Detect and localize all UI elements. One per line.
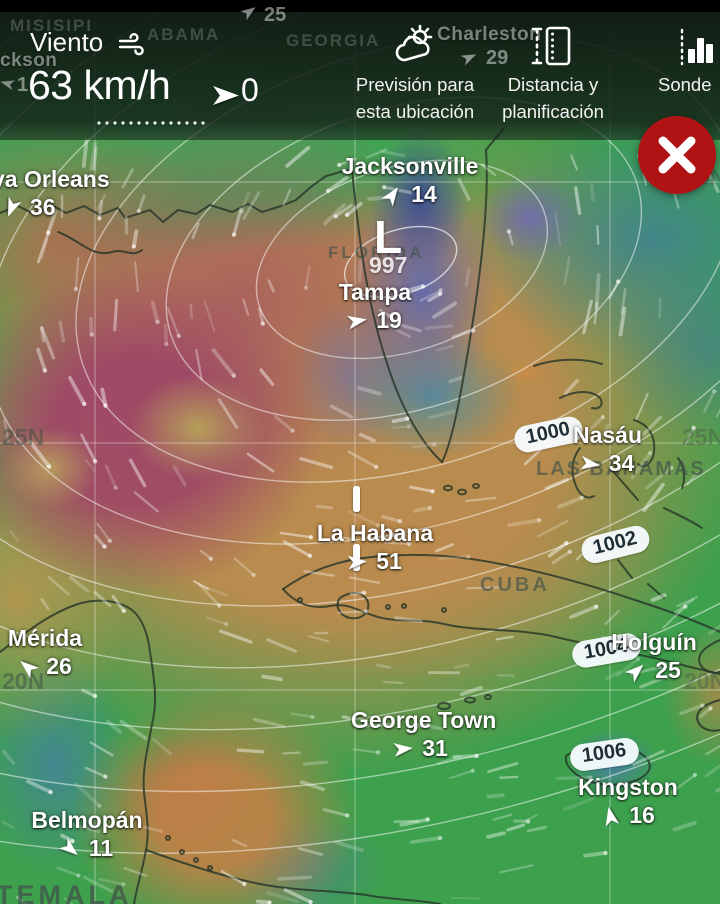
wind-direction-arrow-icon xyxy=(382,183,404,207)
wind-direction-arrow-icon xyxy=(602,805,620,826)
grid-label-25n-right: 25N xyxy=(682,424,720,451)
weather-app: 30N 25N 25N 20N 20N FLORIDA LAS BAHAMAS … xyxy=(0,0,720,904)
city-label-belmopan[interactable]: Belmopán 11 xyxy=(17,807,157,862)
layer-name[interactable]: Viento xyxy=(30,27,103,58)
sun-cloud-icon xyxy=(393,22,439,68)
city-label-kingston[interactable]: Kingston 16 xyxy=(558,774,698,829)
region-label-guatemala: TEMALA xyxy=(0,880,132,904)
menu-distance-planning[interactable]: Distancia y planificación xyxy=(478,72,628,126)
grid-label-25n-left: 25N xyxy=(2,424,44,451)
wind-direction-arrow-icon xyxy=(347,312,368,329)
wind-direction-arrow-icon xyxy=(213,86,239,105)
wind-direction-arrow-icon xyxy=(16,655,40,678)
ghost-wind-value: 29 xyxy=(486,47,508,70)
city-wind-value: 36 xyxy=(30,194,56,221)
status-bar xyxy=(0,0,720,12)
city-name: Nasáu xyxy=(540,422,675,449)
city-name: Belmopán xyxy=(17,807,157,834)
city-label-tampa[interactable]: Tampa 19 xyxy=(305,279,445,334)
ghost-wind-arrow-icon xyxy=(0,76,15,90)
city-label-merida[interactable]: Mérida 26 xyxy=(0,625,105,680)
wind-direction-arrow-icon xyxy=(59,837,83,860)
city-wind-value: 14 xyxy=(411,181,437,208)
ghost-region-alabama: ABAMA xyxy=(147,25,220,45)
city-wind-value: 34 xyxy=(609,450,635,477)
city-wind-value: 11 xyxy=(89,835,113,862)
city-label-new-orleans[interactable]: va Orleans 36 xyxy=(0,166,142,221)
wind-direction-arrow-icon xyxy=(348,554,368,569)
location-picker-pin-top[interactable] xyxy=(353,486,360,512)
city-wind-value: 26 xyxy=(46,653,72,680)
ruler-screen-icon xyxy=(529,23,575,69)
wind-direction-arrow-icon xyxy=(1,196,21,219)
city-wind-value: 31 xyxy=(422,735,448,762)
city-label-la-habana[interactable]: La Habana 51 xyxy=(300,520,450,575)
city-name: va Orleans xyxy=(0,166,142,193)
wind-direction-arrow-icon xyxy=(625,659,648,682)
wind-direction-value: 0 xyxy=(241,72,259,109)
region-label-cuba: CUBA xyxy=(480,574,550,597)
menu-forecast-location[interactable]: Previsión para esta ubicación xyxy=(340,72,490,126)
city-wind-value: 16 xyxy=(629,802,655,829)
wind-direction-arrow-icon xyxy=(580,455,601,472)
close-button[interactable] xyxy=(637,115,717,195)
wind-icon xyxy=(118,32,146,56)
city-name: Tampa xyxy=(305,279,445,306)
ghost-wind-value: 25 xyxy=(264,4,286,27)
ghost-city-charleston: Charleston xyxy=(437,24,541,46)
city-name: Mérida xyxy=(0,625,105,652)
city-label-jacksonville[interactable]: Jacksonville 14 xyxy=(340,153,480,208)
city-name: George Town xyxy=(351,707,491,734)
city-label-george-town[interactable]: George Town 31 xyxy=(351,707,491,762)
detail-header-panel: MISISIPI ABAMA GEORGIA ckson 1 25 Charle… xyxy=(0,12,720,140)
ghost-region-georgia: GEORGIA xyxy=(286,31,380,51)
city-label-holguin[interactable]: Holguín 25 xyxy=(584,629,720,684)
city-name: Kingston xyxy=(558,774,698,801)
city-wind-value: 25 xyxy=(655,657,681,684)
ghost-wind-value: 1 xyxy=(17,74,28,97)
menu-sounding[interactable]: Sonde xyxy=(658,72,720,99)
city-wind-value: 19 xyxy=(376,307,402,334)
dotted-underline xyxy=(95,120,207,126)
city-name: Holguín xyxy=(584,629,720,656)
wind-speed-value[interactable]: 63 km/h xyxy=(28,62,170,109)
city-wind-value: 51 xyxy=(376,548,402,575)
bar-chart-icon xyxy=(675,26,717,68)
city-name: La Habana xyxy=(300,520,450,547)
city-label-nassau[interactable]: Nasáu 34 xyxy=(540,422,675,477)
city-name: Jacksonville xyxy=(340,153,480,180)
ghost-wind-arrow-icon xyxy=(460,49,478,65)
low-pressure-value: 997 xyxy=(369,252,407,279)
wind-direction-arrow-icon xyxy=(394,741,414,757)
